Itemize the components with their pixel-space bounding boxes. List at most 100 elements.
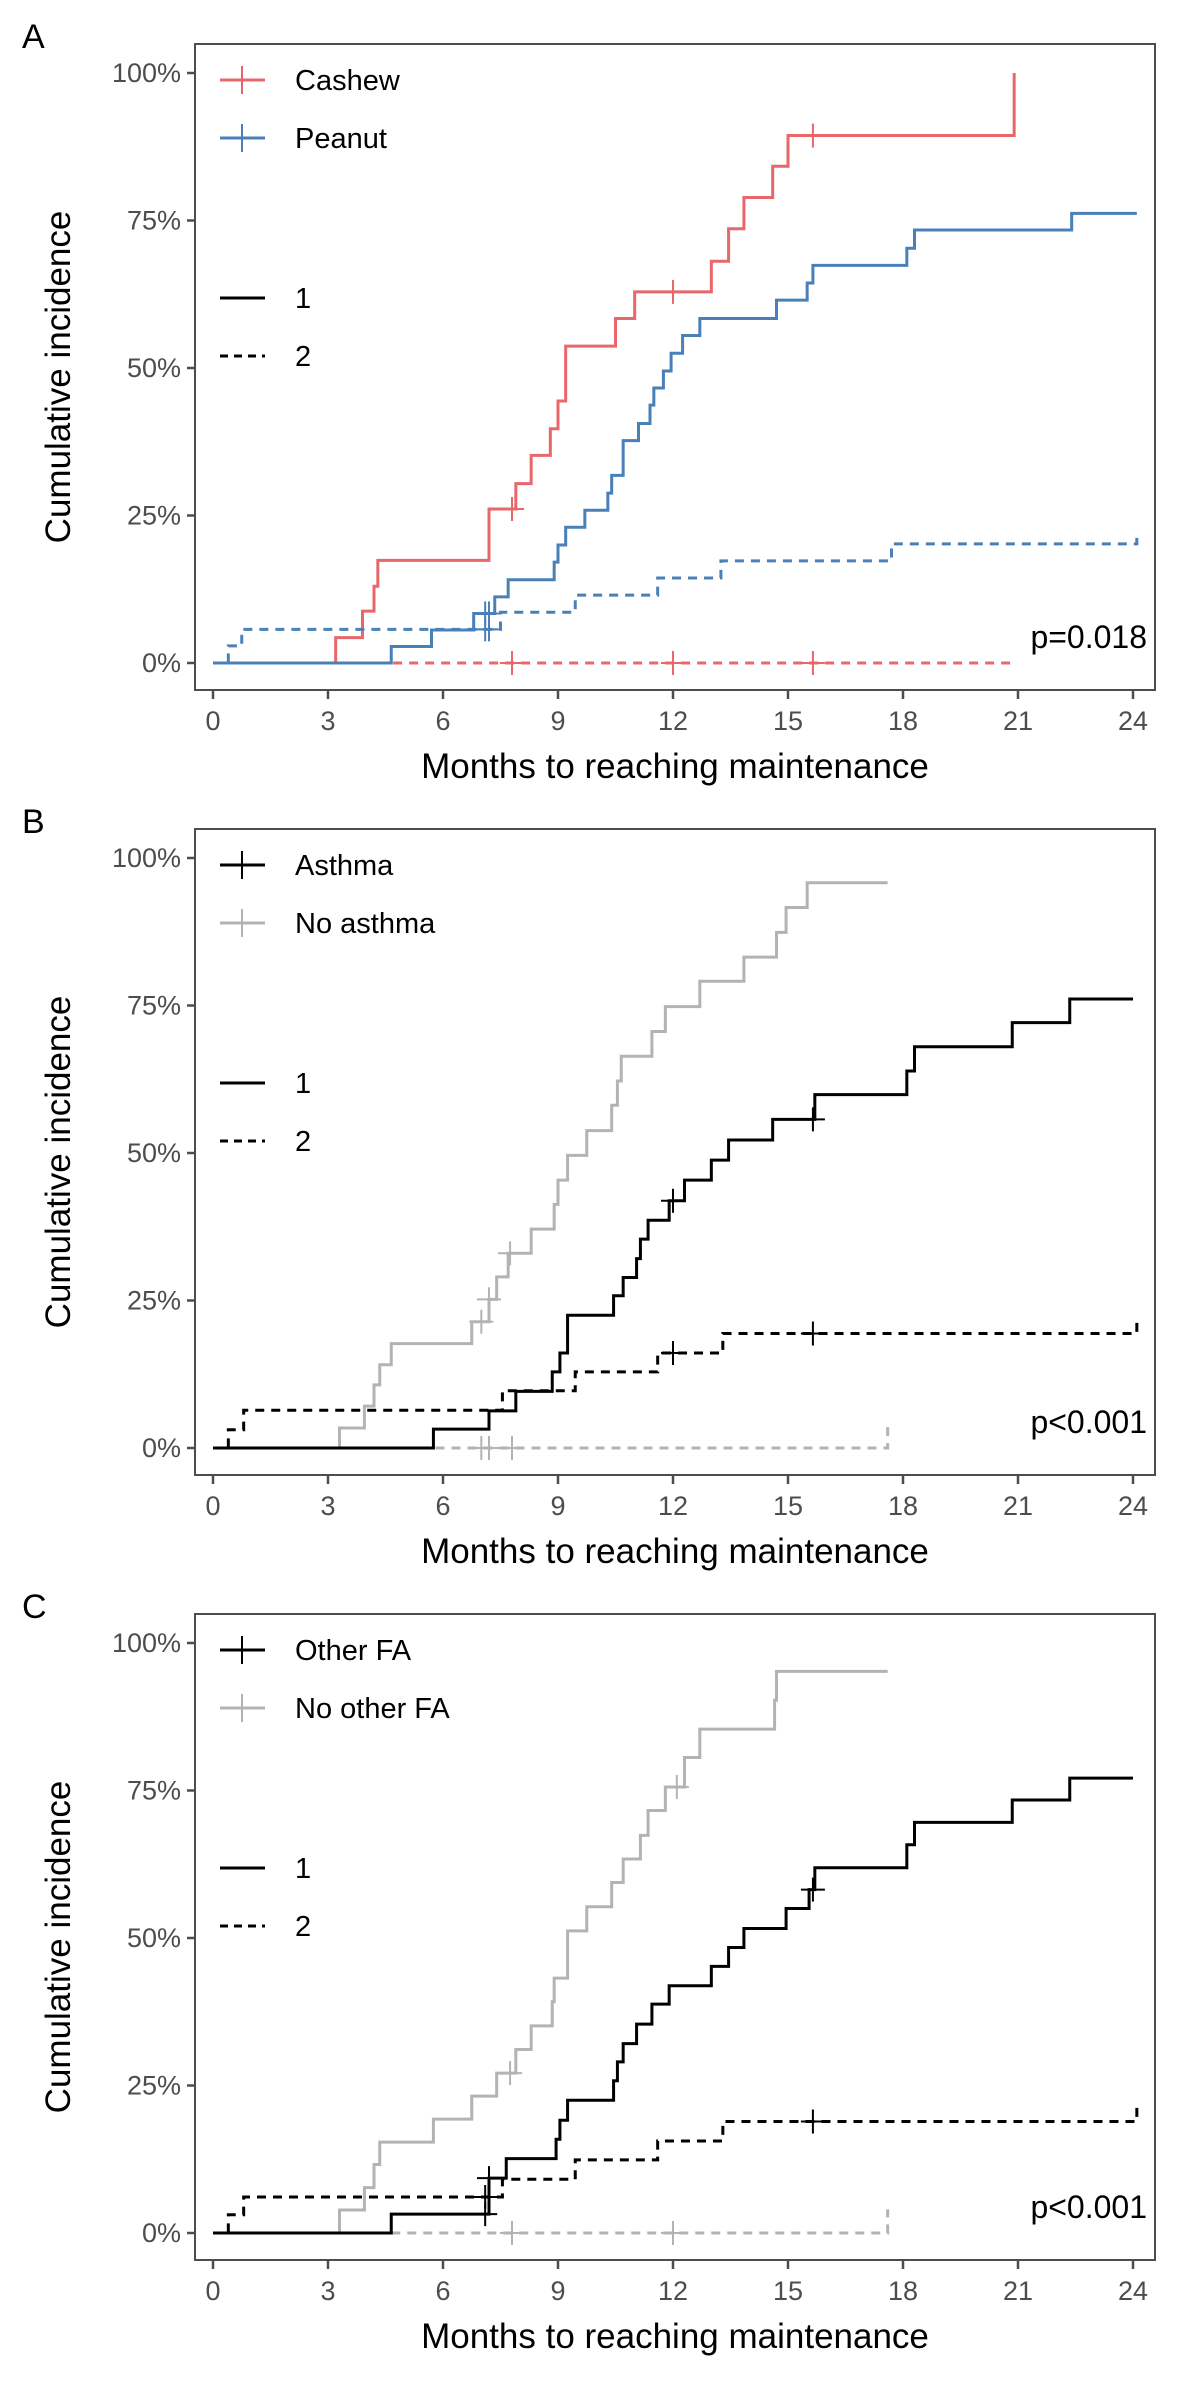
p-value: p<0.001 xyxy=(1030,2189,1147,2225)
p-value: p=0.018 xyxy=(1030,619,1147,655)
step-line xyxy=(213,997,1133,1450)
series-no-asthma-event-1 xyxy=(213,881,888,1450)
step-line xyxy=(213,73,1016,665)
panel-letter: A xyxy=(22,18,45,56)
step-line xyxy=(213,533,1139,665)
step-line xyxy=(213,1318,1139,1450)
x-tick-label: 24 xyxy=(1118,1491,1148,1521)
legend-item-event-1: 1 xyxy=(220,283,311,315)
y-axis-title: Cumulative incidence xyxy=(39,211,78,544)
y-axis-title: Cumulative incidence xyxy=(39,1781,78,2114)
x-tick-label: 24 xyxy=(1118,2276,1148,2306)
x-tick-label: 21 xyxy=(1003,1491,1033,1521)
x-tick-label: 21 xyxy=(1003,706,1033,736)
x-tick-label: 12 xyxy=(658,706,688,736)
x-tick-label: 6 xyxy=(435,1491,450,1521)
y-tick-label: 100% xyxy=(112,843,181,873)
series-no-other-fa-event-2 xyxy=(391,2209,890,2245)
legend-label: Cashew xyxy=(295,65,401,97)
y-tick-label: 75% xyxy=(127,1776,181,1806)
series-cashew-event-2 xyxy=(393,651,1015,675)
series-cashew-event-1 xyxy=(213,73,1016,665)
x-axis-title: Months to reaching maintenance xyxy=(421,1532,929,1571)
legend-label: 2 xyxy=(295,1126,311,1158)
series-asthma-event-1 xyxy=(213,997,1133,1450)
p-value: p<0.001 xyxy=(1030,1404,1147,1440)
x-tick-label: 3 xyxy=(320,1491,335,1521)
legend-item-asthma: Asthma xyxy=(220,850,394,882)
y-tick-label: 25% xyxy=(127,2071,181,2101)
x-tick-label: 18 xyxy=(888,1491,918,1521)
legend-label: Asthma xyxy=(295,850,394,882)
y-tick-label: 100% xyxy=(112,1628,181,1658)
legend-item-event-2: 2 xyxy=(220,341,311,373)
series-peanut-event-2 xyxy=(213,533,1139,665)
x-tick-label: 9 xyxy=(550,1491,565,1521)
y-tick-label: 75% xyxy=(127,206,181,236)
legend-item-cashew: Cashew xyxy=(220,65,401,97)
legend-label: Peanut xyxy=(295,123,387,155)
series-asthma-event-2 xyxy=(213,1318,1139,1450)
x-tick-label: 0 xyxy=(205,2276,220,2306)
x-tick-label: 6 xyxy=(435,2276,450,2306)
x-tick-label: 6 xyxy=(435,706,450,736)
step-line xyxy=(339,1424,890,1450)
legend-item-event-1: 1 xyxy=(220,1853,311,1885)
x-tick-label: 9 xyxy=(550,2276,565,2306)
legend-label: Other FA xyxy=(295,1635,412,1667)
panel-letter: C xyxy=(22,1588,47,1626)
x-tick-label: 3 xyxy=(320,2276,335,2306)
x-tick-label: 18 xyxy=(888,706,918,736)
y-tick-label: 50% xyxy=(127,1138,181,1168)
step-line xyxy=(213,2103,1139,2235)
x-tick-label: 24 xyxy=(1118,706,1148,736)
x-axis-title: Months to reaching maintenance xyxy=(421,747,929,786)
legend-label: No other FA xyxy=(295,1693,450,1725)
x-tick-label: 21 xyxy=(1003,2276,1033,2306)
y-tick-label: 100% xyxy=(112,58,181,88)
x-tick-label: 15 xyxy=(773,1491,803,1521)
x-tick-label: 12 xyxy=(658,2276,688,2306)
series-other-fa-event-1 xyxy=(213,1776,1133,2235)
legend-item-peanut: Peanut xyxy=(220,123,387,155)
x-tick-label: 9 xyxy=(550,706,565,736)
legend-item-no-other-fa: No other FA xyxy=(220,1693,450,1725)
x-tick-label: 12 xyxy=(658,1491,688,1521)
y-tick-label: 0% xyxy=(142,1433,181,1463)
legend-label: 2 xyxy=(295,341,311,373)
y-tick-label: 75% xyxy=(127,991,181,1021)
y-tick-label: 25% xyxy=(127,501,181,531)
legend-label: 1 xyxy=(295,1853,311,1885)
legend-label: No asthma xyxy=(295,908,436,940)
series-no-asthma-event-2 xyxy=(339,1424,890,1460)
legend-item-no-asthma: No asthma xyxy=(220,908,436,940)
step-line xyxy=(391,2209,890,2235)
y-axis-title: Cumulative incidence xyxy=(39,996,78,1329)
panel-letter: B xyxy=(22,803,45,841)
step-line xyxy=(213,881,888,1450)
x-tick-label: 0 xyxy=(205,1491,220,1521)
series-peanut-event-1 xyxy=(213,211,1137,665)
step-line xyxy=(213,211,1137,665)
series-other-fa-event-2 xyxy=(213,2103,1139,2235)
x-tick-label: 15 xyxy=(773,706,803,736)
y-tick-label: 50% xyxy=(127,353,181,383)
series-no-other-fa-event-1 xyxy=(213,1669,888,2235)
legend-item-event-2: 2 xyxy=(220,1911,311,1943)
legend-item-event-2: 2 xyxy=(220,1126,311,1158)
x-axis-title: Months to reaching maintenance xyxy=(421,2317,929,2356)
legend-label: 1 xyxy=(295,1068,311,1100)
step-line xyxy=(213,1669,888,2235)
y-tick-label: 0% xyxy=(142,2218,181,2248)
legend-item-event-1: 1 xyxy=(220,1068,311,1100)
x-tick-label: 15 xyxy=(773,2276,803,2306)
legend-item-other-fa: Other FA xyxy=(220,1635,412,1667)
legend-label: 2 xyxy=(295,1911,311,1943)
legend-label: 1 xyxy=(295,283,311,315)
y-tick-label: 0% xyxy=(142,648,181,678)
x-tick-label: 3 xyxy=(320,706,335,736)
